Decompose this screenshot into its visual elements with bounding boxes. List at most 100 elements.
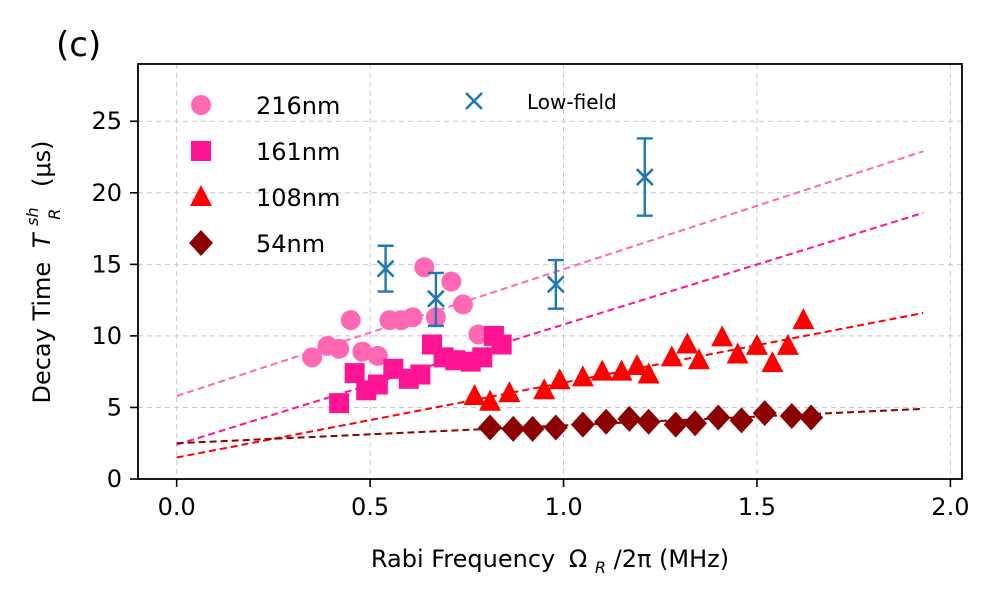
point-108nm <box>610 359 633 381</box>
x-axis-unit: /2π (MHz) <box>614 545 730 573</box>
point-54nm <box>636 408 661 435</box>
point-54nm <box>520 415 545 442</box>
point-216nm <box>302 347 323 368</box>
y-axis-subscript: R <box>45 209 64 220</box>
point-108nm <box>745 333 768 355</box>
point-54nm <box>594 408 619 435</box>
legend-label-216nm: 216nm <box>256 92 340 120</box>
point-216nm <box>352 341 373 362</box>
y-axis-title: Decay Time T sh R (μs) <box>16 140 66 403</box>
point-54nm <box>779 403 804 430</box>
y-tick-label: 10 <box>91 322 122 350</box>
point-54nm <box>570 411 595 438</box>
x-axis-title-text: Rabi Frequency <box>371 545 555 573</box>
point-161nm <box>344 363 365 384</box>
point-low-field <box>426 289 445 308</box>
point-low-field-stroke <box>546 275 565 294</box>
point-54nm <box>478 414 503 441</box>
point-108nm <box>711 325 734 347</box>
x-tick-label: 1.0 <box>544 493 582 521</box>
point-low-field <box>635 168 654 186</box>
point-108nm <box>726 342 749 364</box>
point-108nm <box>637 362 660 384</box>
point-54nm <box>799 404 824 431</box>
point-54nm <box>617 405 642 432</box>
y-tick-label: 15 <box>91 250 122 278</box>
point-216nm <box>367 345 388 366</box>
legend-label-low-field: Low-field <box>527 90 617 114</box>
point-54nm <box>683 410 708 437</box>
point-108nm <box>792 308 815 330</box>
point-low-field-stroke <box>376 259 395 278</box>
x-tick-label: 0.0 <box>158 493 196 521</box>
point-low-field <box>376 259 395 278</box>
point-54nm <box>706 404 731 431</box>
point-108nm <box>533 378 556 400</box>
legend-label-108nm: 108nm <box>256 184 340 212</box>
y-axis-unit: (μs) <box>28 140 56 187</box>
data-marks <box>302 137 824 442</box>
panel-label: (c) <box>56 25 101 65</box>
point-216nm <box>468 324 489 345</box>
point-161nm <box>445 350 466 371</box>
y-axis-symbol: T <box>28 231 56 248</box>
legend-marker-low-field <box>465 92 483 110</box>
point-108nm <box>498 381 521 403</box>
point-216nm <box>329 338 350 359</box>
fit-line-161nm <box>176 211 924 446</box>
point-161nm <box>383 358 404 379</box>
point-216nm <box>414 257 435 278</box>
point-108nm <box>626 353 649 375</box>
point-108nm <box>571 365 594 387</box>
x-tick-label: 1.5 <box>738 493 776 521</box>
point-108nm <box>676 332 699 354</box>
legend-marker-low-field-stroke <box>465 92 483 110</box>
point-108nm <box>761 351 784 373</box>
x-axis-symbol: Ω <box>569 545 587 573</box>
point-54nm <box>501 415 526 442</box>
legend-label-54nm: 54nm <box>256 230 325 258</box>
x-axis-title: Rabi Frequency Ω R /2π (MHz) <box>371 545 729 579</box>
point-161nm <box>329 393 350 414</box>
x-axis-subscript: R <box>595 558 606 577</box>
point-108nm <box>776 333 799 355</box>
point-108nm <box>687 348 710 370</box>
legend: 216nm 161nm 108nm 54nm Low-field <box>189 90 617 258</box>
y-axis-superscript: sh <box>23 207 42 225</box>
point-108nm <box>660 345 683 367</box>
point-161nm <box>367 374 388 395</box>
y-tick-label: 0 <box>107 465 122 493</box>
y-tick-label: 25 <box>91 107 122 135</box>
y-axis-title-text: Decay Time <box>28 262 56 404</box>
point-216nm <box>340 310 361 331</box>
x-tick-label: 2.0 <box>931 493 969 521</box>
legend-marker-161nm <box>191 141 211 161</box>
point-161nm <box>472 347 493 368</box>
point-216nm <box>441 271 462 292</box>
point-54nm <box>663 411 688 438</box>
point-108nm <box>591 359 614 381</box>
fit-line-216nm <box>176 150 924 397</box>
legend-label-161nm: 161nm <box>256 138 340 166</box>
point-low-field-stroke <box>426 289 445 308</box>
point-161nm <box>491 334 512 355</box>
legend-marker-108nm <box>190 185 212 206</box>
point-54nm <box>543 414 568 441</box>
point-low-field <box>546 275 565 294</box>
point-54nm <box>729 407 754 434</box>
grid <box>138 64 962 480</box>
fit-line-108nm <box>176 312 924 459</box>
x-tick-label: 0.5 <box>351 493 389 521</box>
axis-ticks: 0.0 0.5 1.0 1.5 2.0 0 5 10 15 20 25 <box>91 107 969 521</box>
point-low-field-stroke <box>635 168 654 186</box>
point-108nm <box>479 389 502 411</box>
point-54nm <box>752 400 777 427</box>
point-216nm <box>452 294 473 315</box>
plot-frame <box>137 63 963 480</box>
legend-marker-216nm <box>191 95 211 115</box>
point-108nm <box>548 368 571 390</box>
legend-marker-54nm <box>189 230 213 256</box>
y-tick-label: 20 <box>91 179 122 207</box>
point-161nm <box>410 364 431 385</box>
